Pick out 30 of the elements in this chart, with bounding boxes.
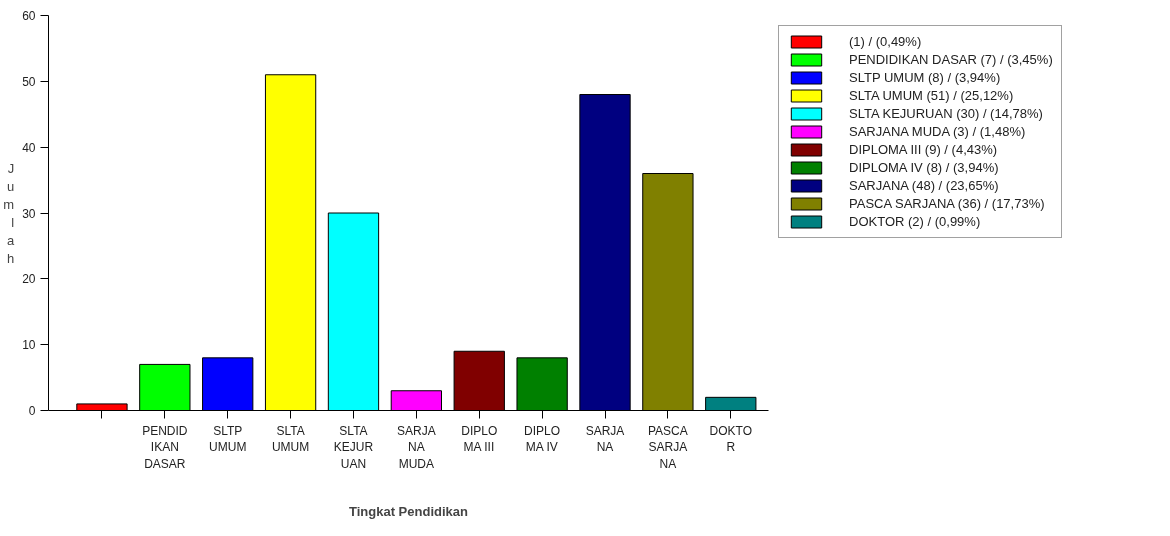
x-tick-label: DIPLO MA IV	[524, 423, 561, 455]
y-tick-label: 20	[22, 272, 36, 287]
x-tick-label: SLTA KEJUR UAN	[333, 423, 374, 472]
legend-label: DIPLOMA IV (8) / (3,94%)	[849, 160, 999, 175]
y-tick-label: 10	[22, 338, 36, 353]
legend-label: PENDIDIKAN DASAR (7) / (3,45%)	[849, 52, 1053, 67]
y-tick-label: 40	[22, 140, 36, 155]
y-tick-label: 30	[22, 206, 36, 221]
x-axis-title: Tingkat Pendidikan	[349, 504, 469, 520]
legend-label: SLTA UMUM (51) / (25,12%)	[849, 88, 1014, 103]
x-tick-label: SLTP UMUM	[209, 423, 247, 455]
legend-label: DIPLOMA III (9) / (4,43%)	[849, 142, 998, 157]
x-tick-label: SLTA UMUM	[271, 423, 310, 455]
x-tick-label: DIPLO MA III	[461, 423, 498, 455]
legend-label: DOKTOR (2) / (0,99%)	[849, 214, 981, 229]
x-tick-label: PENDID IKAN DASAR	[142, 423, 188, 472]
y-axis-title: Jumlah	[3, 160, 15, 266]
legend-label: SLTP UMUM (8) / (3,94%)	[849, 70, 1001, 85]
x-tick-label: SARJA NA	[585, 423, 625, 455]
x-tick-label: SARJA NA MUDA	[397, 423, 436, 472]
legend-label: SARJANA (48) / (23,65%)	[849, 178, 999, 193]
x-tick-label: PASCA SARJA NA	[647, 423, 688, 472]
legend-label: (1) / (0,49%)	[849, 34, 922, 49]
y-tick-label: 0	[28, 404, 36, 418]
y-tick-label: 60	[22, 9, 36, 23]
y-tick-label: 50	[22, 74, 36, 89]
legend-label: PASCA SARJANA (36) / (17,73%)	[849, 196, 1045, 211]
legend-label: SARJANA MUDA (3) / (1,48%)	[849, 124, 1026, 139]
x-tick-label: DOKTO R	[709, 423, 752, 455]
legend-label: SLTA KEJURUAN (30) / (14,78%)	[849, 106, 1043, 121]
